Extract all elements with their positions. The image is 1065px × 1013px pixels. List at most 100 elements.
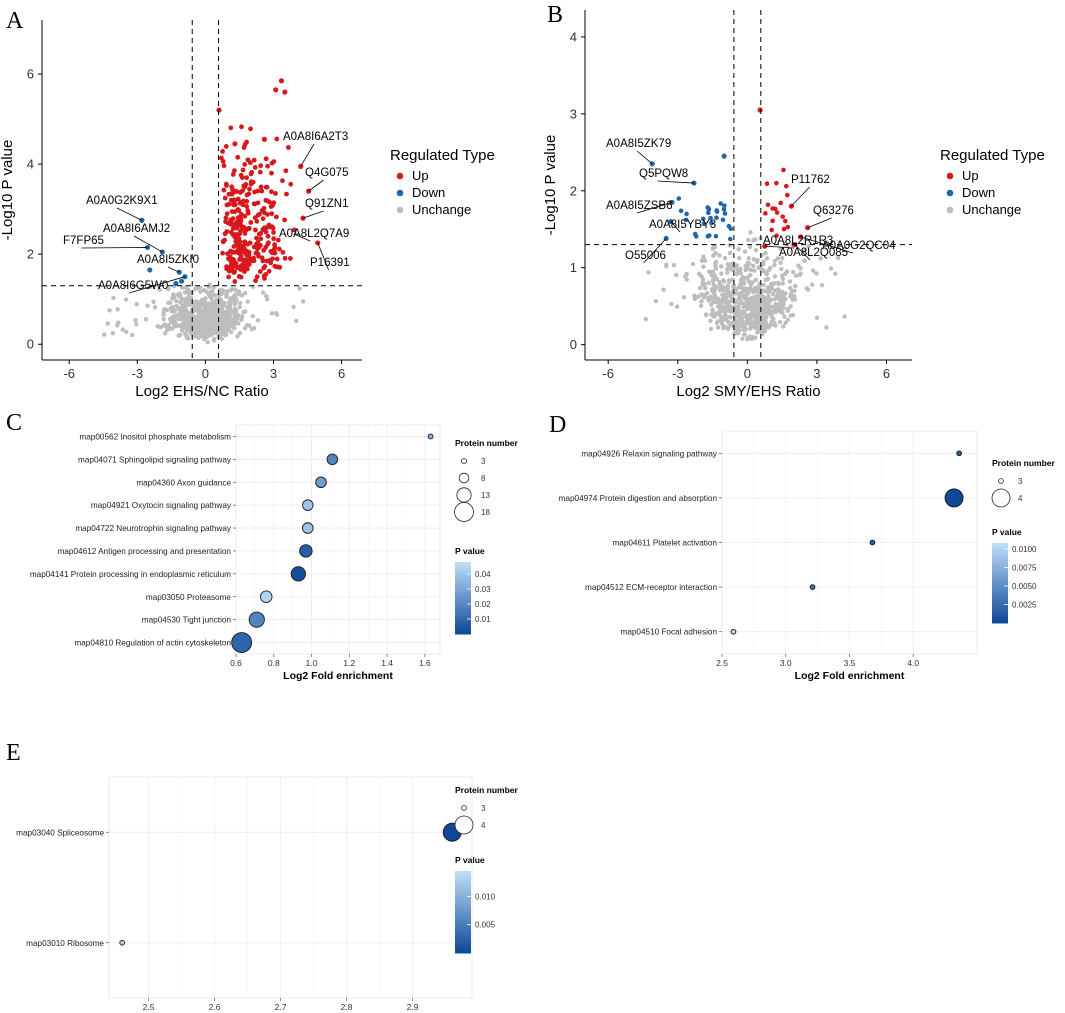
unchanged-point bbox=[179, 296, 185, 301]
unchanged-point bbox=[778, 307, 783, 312]
up-point bbox=[254, 246, 260, 252]
up-point bbox=[247, 186, 252, 192]
unchanged-point bbox=[181, 318, 187, 323]
annotation-label: A0A8I5ZKI0 bbox=[137, 254, 199, 266]
unchanged-point bbox=[213, 300, 218, 305]
unchanged-point bbox=[824, 325, 829, 330]
unchanged-point bbox=[770, 292, 776, 297]
unchanged-point bbox=[699, 292, 704, 297]
unchanged-point bbox=[727, 243, 732, 248]
up-point bbox=[288, 181, 294, 187]
volcano-panel-b: B -6 -3 0 3 6 0 1 2 3 4 Log2 SMY/EHS Ratio -Log10 P … bbox=[542, 2, 1045, 400]
unchanged-point bbox=[719, 314, 724, 320]
unchanged-point bbox=[734, 313, 740, 319]
up-point bbox=[220, 149, 225, 154]
colorbar-segment bbox=[455, 595, 471, 599]
y-tick-label: 0 bbox=[27, 337, 34, 352]
unchanged-point bbox=[664, 263, 669, 269]
up-point bbox=[240, 167, 246, 173]
unchanged-point bbox=[739, 300, 744, 305]
unchanged-point bbox=[757, 314, 763, 319]
unchanged-point bbox=[790, 269, 796, 275]
unchanged-point bbox=[711, 291, 717, 296]
bubble bbox=[248, 611, 265, 628]
unchanged-point bbox=[661, 287, 666, 292]
colorbar-segment bbox=[455, 891, 471, 896]
x-tick-label: 0 bbox=[744, 366, 751, 381]
up-point bbox=[254, 274, 260, 280]
unchanged-point bbox=[105, 321, 111, 326]
annotation-label: A0A0G2K9X1 bbox=[86, 195, 158, 207]
unchanged-point bbox=[734, 319, 739, 324]
unchanged-point bbox=[161, 316, 166, 322]
unchanged-point bbox=[207, 293, 212, 298]
unchanged-point bbox=[733, 291, 739, 296]
category-label: map04360 Axon guidance bbox=[136, 478, 231, 487]
unchanged-point bbox=[731, 261, 736, 266]
unchanged-point bbox=[785, 317, 791, 322]
unchanged-point bbox=[710, 278, 716, 283]
unchanged-point bbox=[748, 267, 753, 273]
unchanged-point bbox=[133, 318, 138, 323]
colorbar-segment bbox=[992, 606, 1008, 611]
up-point bbox=[257, 269, 263, 274]
colorbar-segment bbox=[455, 894, 471, 899]
legend-swatch-up bbox=[396, 172, 404, 180]
colorbar-tick-label: 0.01 bbox=[475, 615, 491, 624]
y-axis-title: -Log10 P value bbox=[542, 135, 559, 236]
size-legend-symbol bbox=[454, 815, 474, 835]
up-point bbox=[240, 198, 246, 204]
down-point bbox=[720, 217, 726, 223]
unchanged-point bbox=[713, 266, 719, 271]
unchanged-point bbox=[274, 310, 279, 316]
colorbar-segment bbox=[455, 610, 471, 614]
unchanged-point bbox=[211, 285, 216, 290]
up-point bbox=[228, 217, 234, 223]
unchanged-point bbox=[708, 318, 713, 323]
unchanged-point bbox=[111, 295, 116, 301]
size-legend-title: Protein number bbox=[455, 785, 519, 795]
up-point bbox=[270, 202, 276, 208]
down-point bbox=[147, 267, 153, 273]
up-point bbox=[231, 202, 237, 208]
x-tick-label: 6 bbox=[338, 366, 345, 381]
down-point bbox=[706, 210, 711, 216]
unchanged-point bbox=[765, 296, 770, 302]
unchanged-point bbox=[726, 279, 732, 285]
down-point bbox=[713, 233, 719, 239]
size-legend-label: 3 bbox=[1018, 477, 1023, 486]
up-point bbox=[232, 209, 238, 215]
unchanged-point bbox=[790, 312, 796, 318]
legend: Regulated Type Up Down Unchange bbox=[940, 147, 1045, 217]
up-point bbox=[271, 230, 276, 235]
unchanged-point bbox=[124, 329, 129, 335]
colorbar-segment bbox=[455, 908, 471, 913]
annotation-leader bbox=[308, 179, 324, 192]
annotation-label: A0A8I5ZSB6 bbox=[606, 200, 672, 212]
up-point bbox=[239, 124, 244, 130]
bubble bbox=[809, 584, 816, 590]
unchanged-point bbox=[179, 328, 185, 333]
up-point bbox=[248, 220, 254, 225]
colorbar-segment bbox=[992, 556, 1008, 561]
unchanged-point bbox=[842, 314, 847, 319]
unchanged-point bbox=[751, 289, 756, 295]
colorbar-segment bbox=[992, 609, 1008, 614]
unchanged-point bbox=[211, 292, 216, 297]
unchanged-point bbox=[294, 318, 299, 324]
unchanged-point bbox=[226, 300, 231, 306]
down-point bbox=[173, 280, 179, 287]
up-point bbox=[257, 169, 263, 175]
unchanged-point bbox=[781, 324, 786, 329]
unchanged-point bbox=[780, 276, 786, 282]
unchanged-point bbox=[143, 317, 149, 322]
unchanged-point bbox=[751, 324, 756, 329]
up-point bbox=[252, 215, 258, 221]
unchanged-point bbox=[196, 285, 201, 291]
unchanged-point bbox=[715, 304, 721, 309]
unchanged-point bbox=[721, 279, 727, 284]
up-point bbox=[258, 184, 264, 190]
up-point bbox=[231, 223, 237, 228]
up-point bbox=[238, 216, 244, 221]
up-point bbox=[242, 231, 248, 236]
